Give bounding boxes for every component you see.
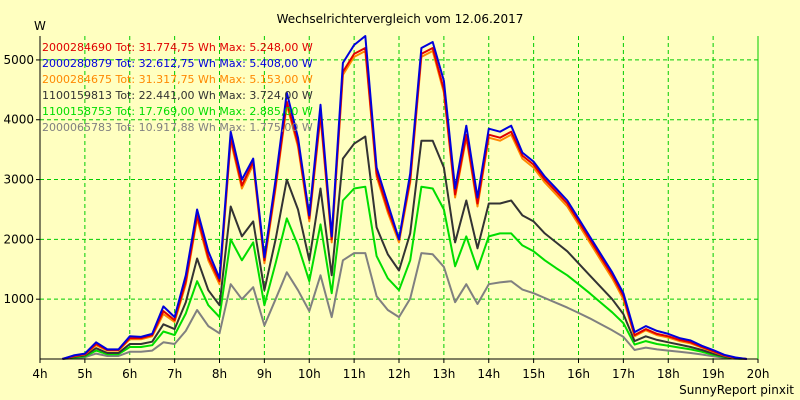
legend-entry-2000065783: 2000065783 Tot: 10.917,88 Wh Max: 1.775,… bbox=[42, 121, 313, 134]
x-tick-label: 7h bbox=[167, 367, 182, 381]
series-line-1100158753 bbox=[62, 185, 747, 360]
series-line-2000280879 bbox=[62, 35, 747, 360]
x-tick-label: 14h bbox=[477, 367, 500, 381]
footer-credit: SunnyReport pinxit bbox=[679, 383, 794, 397]
series-lines bbox=[62, 35, 747, 360]
legend-entry-2000280879: 2000280879 Tot: 32.612,75 Wh Max: 5.408,… bbox=[42, 57, 313, 70]
y-axis-label: W bbox=[34, 19, 46, 33]
x-tick-label: 6h bbox=[122, 367, 137, 381]
legend-entry-1100159813: 1100159813 Tot: 22.441,00 Wh Max: 3.724,… bbox=[42, 89, 313, 102]
x-tick-label: 18h bbox=[657, 367, 680, 381]
y-tick-label: 5000 bbox=[3, 53, 34, 67]
x-tick-label: 9h bbox=[257, 367, 272, 381]
x-tick-label: 20h bbox=[747, 367, 770, 381]
legend-entry-2000284690: 2000284690 Tot: 31.774,75 Wh Max: 5.248,… bbox=[42, 41, 313, 54]
series-line-2000065783 bbox=[62, 252, 747, 360]
x-tick-label: 17h bbox=[612, 367, 635, 381]
x-tick-label: 15h bbox=[522, 367, 545, 381]
series-line-1100159813 bbox=[62, 135, 747, 360]
x-tick-label: 8h bbox=[212, 367, 227, 381]
x-tick-label: 5h bbox=[77, 367, 92, 381]
legend-entry-2000284675: 2000284675 Tot: 31.317,75 Wh Max: 5.153,… bbox=[42, 73, 313, 86]
x-axis-ticks: 4h 5h 6h 7h 8h 9h 10h 11h 12h 13h 14h 15h 16h 17h 18h 1… bbox=[32, 359, 769, 381]
legend-entry-1100158753: 1100158753 Tot: 17.769,00 Wh Max: 2.885,… bbox=[42, 105, 313, 118]
x-tick-label: 19h bbox=[702, 367, 725, 381]
x-tick-label: 11h bbox=[343, 367, 366, 381]
x-tick-label: 12h bbox=[388, 367, 411, 381]
y-tick-label: 4000 bbox=[3, 113, 34, 127]
chart-title: Wechselrichtervergleich vom 12.06.2017 bbox=[277, 12, 524, 26]
x-tick-label: 4h bbox=[32, 367, 47, 381]
x-tick-label: 16h bbox=[567, 367, 590, 381]
y-tick-label: 3000 bbox=[3, 173, 34, 187]
legend: 2000284690 Tot: 31.774,75 Wh Max: 5.248,… bbox=[42, 41, 313, 134]
y-tick-label: 1000 bbox=[3, 292, 34, 306]
x-tick-label: 10h bbox=[298, 367, 321, 381]
x-tick-label: 13h bbox=[432, 367, 455, 381]
y-axis-ticks: 1000 2000 3000 4000 5000 bbox=[3, 53, 40, 306]
y-tick-label: 2000 bbox=[3, 232, 34, 246]
